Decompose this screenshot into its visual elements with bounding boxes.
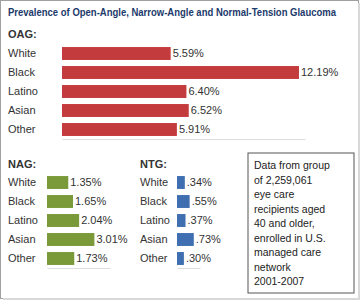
data-label: .30% (186, 252, 211, 264)
category-tick: Other (8, 123, 36, 135)
bar (177, 252, 184, 265)
category-tick: Other (140, 252, 168, 264)
bar (47, 214, 79, 227)
panel: OAG: White Black Latino Asian Other 5.59% 12.19… (8, 28, 339, 140)
annotation-line: of 2,259,061 (254, 174, 313, 186)
bar (62, 66, 299, 79)
category-label: Black (8, 66, 35, 78)
chart-svg: Prevalence of Open-Angle, Narrow-Angle a… (0, 0, 361, 301)
data-labels: 1.35% 1.65% 2.04% 3.01% 1.73% (70, 176, 128, 264)
annotation-box (248, 153, 354, 293)
bar (62, 104, 189, 117)
bar (62, 123, 177, 136)
data-label: .55% (192, 195, 217, 207)
category-tick: White (8, 47, 36, 59)
category-label: White (8, 176, 36, 188)
x-axis (48, 268, 111, 269)
annotation-line: Data from group (254, 159, 330, 171)
panel-title: OAG: (8, 28, 37, 40)
data-label: 6.52% (191, 104, 222, 116)
category-label: White (8, 47, 36, 59)
category-tick: Latino (140, 214, 170, 226)
data-label: 1.73% (76, 252, 107, 264)
panel: NAG: White Black Latino Asian Other 1.35% 1.65%… (8, 158, 128, 269)
axis-line (48, 268, 111, 269)
data-label: 1.35% (70, 176, 101, 188)
annotation-line: 2001-2007 (254, 275, 304, 287)
annotation-line: managed care (254, 246, 321, 258)
data-label: .73% (196, 233, 221, 245)
category-label: Other (8, 123, 36, 135)
bar (47, 252, 74, 265)
frame (1, 1, 359, 299)
y-axis: White Black Latino Asian Other (8, 176, 38, 264)
y-axis: White Black Latino Asian Other (8, 47, 38, 135)
chart-root: Prevalence of Open-Angle, Narrow-Angle a… (0, 0, 361, 301)
category-tick: Latino (8, 214, 38, 226)
data-label: 5.59% (173, 47, 204, 59)
annotation-line: network (254, 261, 292, 273)
annotation-line: enrolled in U.S. (254, 232, 326, 244)
axis-line (178, 268, 201, 269)
category-label: Latino (8, 85, 38, 97)
bar (47, 233, 94, 246)
axis-line (63, 139, 306, 140)
annotation-line: 40 and older, (254, 217, 315, 229)
bar (177, 176, 185, 189)
category-tick: Other (8, 252, 36, 264)
annotation: Data from group of 2,259,061 eye care recip… (248, 153, 354, 293)
data-label: .34% (187, 176, 212, 188)
frame-shadow (3, 3, 359, 299)
category-label: White (140, 176, 168, 188)
data-label: 5.91% (179, 123, 210, 135)
annotation-line: eye care (254, 188, 294, 200)
title: Prevalence of Open-Angle, Narrow-Angle a… (8, 6, 336, 18)
category-label: Other (140, 252, 168, 264)
category-label: Black (8, 195, 35, 207)
category-tick: White (8, 176, 36, 188)
category-label: Latino (8, 214, 38, 226)
bar (47, 176, 68, 189)
data-label: 2.04% (81, 214, 112, 226)
category-label: Asian (8, 104, 36, 116)
category-label: Latino (140, 214, 170, 226)
category-tick: Asian (140, 233, 168, 245)
bar (177, 233, 194, 246)
category-tick: Asian (8, 233, 36, 245)
bars (62, 47, 299, 136)
bar (177, 214, 186, 227)
category-tick: Black (8, 66, 35, 78)
panel-title: NTG: (140, 158, 167, 170)
data-label: 6.40% (188, 85, 219, 97)
data-label: .37% (188, 214, 213, 226)
bar (62, 47, 171, 60)
category-label: Asian (8, 233, 36, 245)
y-axis: White Black Latino Asian Other (140, 176, 170, 264)
panel-title: NAG: (8, 158, 36, 170)
x-axis (178, 268, 201, 269)
bar (47, 195, 73, 208)
panel: NTG:WhiteBlackLatinoAsianOther.34%.55%.3… (140, 158, 221, 269)
category-tick: Asian (8, 104, 36, 116)
category-label: Other (8, 252, 36, 264)
category-tick: White (140, 176, 168, 188)
data-labels: .34% .55% .37% .73% .30% (186, 176, 221, 264)
x-axis (63, 139, 306, 140)
data-label: 1.65% (75, 195, 106, 207)
category-tick: Black (8, 195, 35, 207)
bar (177, 195, 190, 208)
annotation-line: recipients aged (254, 203, 325, 215)
category-label: Asian (140, 233, 168, 245)
category-tick: Latino (8, 85, 38, 97)
data-label: 12.19% (301, 66, 339, 78)
data-labels: 5.59% 12.19% 6.40% 6.52% 5.91% (173, 47, 339, 135)
category-tick: Black (140, 195, 167, 207)
bar (62, 85, 186, 98)
data-label: 3.01% (96, 233, 127, 245)
category-label: Black (140, 195, 167, 207)
